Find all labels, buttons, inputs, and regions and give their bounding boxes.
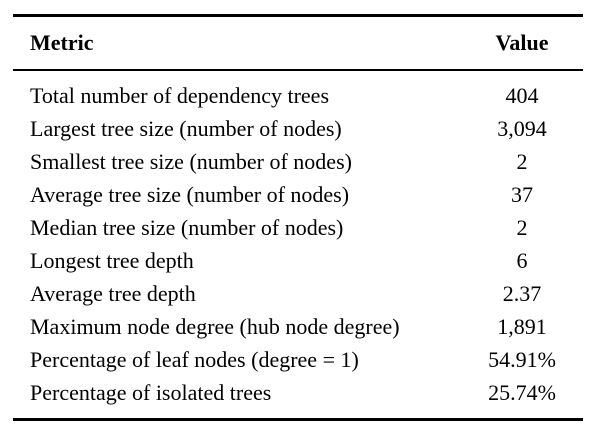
row-metric: Median tree size (number of nodes) bbox=[30, 214, 344, 240]
row-metric: Smallest tree size (number of nodes) bbox=[30, 148, 352, 174]
row-metric: Largest tree size (number of nodes) bbox=[30, 115, 342, 141]
table-row: Longest tree depth 6 bbox=[13, 244, 583, 277]
table-row: Percentage of leaf nodes (degree = 1) 54… bbox=[13, 343, 583, 376]
table-row: Total number of dependency trees 404 bbox=[13, 79, 583, 112]
row-value: 37 bbox=[511, 181, 533, 207]
row-metric: Percentage of leaf nodes (degree = 1) bbox=[30, 346, 359, 372]
header-row: Metric Value bbox=[13, 17, 583, 69]
row-value: 2 bbox=[516, 214, 528, 240]
table-row: Smallest tree size (number of nodes) 2 bbox=[13, 145, 583, 178]
metrics-table-grid: Metric Value bbox=[13, 17, 583, 69]
row-metric: Average tree depth bbox=[30, 280, 196, 306]
row-metric: Longest tree depth bbox=[30, 247, 194, 273]
row-metric: Total number of dependency trees bbox=[30, 82, 330, 108]
row-value: 2 bbox=[516, 148, 528, 174]
row-value: 404 bbox=[505, 82, 539, 108]
metrics-table-body: Total number of dependency trees 404 Lar… bbox=[13, 71, 583, 418]
bottom-rule bbox=[13, 417, 583, 421]
table-row: Percentage of isolated trees 25.74% bbox=[13, 376, 583, 409]
header-metric: Metric bbox=[30, 30, 94, 55]
table-row: Largest tree size (number of nodes) 3,09… bbox=[13, 112, 583, 145]
row-value: 25.74% bbox=[488, 379, 556, 405]
table-row: Average tree depth 2.37 bbox=[13, 277, 583, 310]
table-header: Metric Value bbox=[13, 17, 583, 69]
row-value: 2.37 bbox=[502, 280, 542, 306]
header-rule bbox=[13, 69, 583, 71]
row-metric: Maximum node degree (hub node degree) bbox=[30, 313, 400, 339]
row-metric: Percentage of isolated trees bbox=[30, 379, 272, 405]
top-rule bbox=[13, 14, 583, 17]
table-row: Maximum node degree (hub node degree) 1,… bbox=[13, 310, 583, 343]
table-body: Total number of dependency trees 404 Lar… bbox=[13, 71, 583, 418]
row-value: 54.91% bbox=[488, 346, 556, 372]
row-value: 6 bbox=[516, 247, 528, 273]
table-row: Average tree size (number of nodes) 37 bbox=[13, 178, 583, 211]
row-value: 3,094 bbox=[497, 115, 547, 141]
row-value: 1,891 bbox=[497, 313, 547, 339]
spacer-row bbox=[13, 71, 583, 79]
metrics-table: Metric Value Total number of dependency … bbox=[13, 14, 583, 421]
spacer-row bbox=[13, 409, 583, 418]
table-row: Median tree size (number of nodes) 2 bbox=[13, 211, 583, 244]
header-value: Value bbox=[495, 30, 549, 55]
row-metric: Average tree size (number of nodes) bbox=[30, 181, 350, 207]
